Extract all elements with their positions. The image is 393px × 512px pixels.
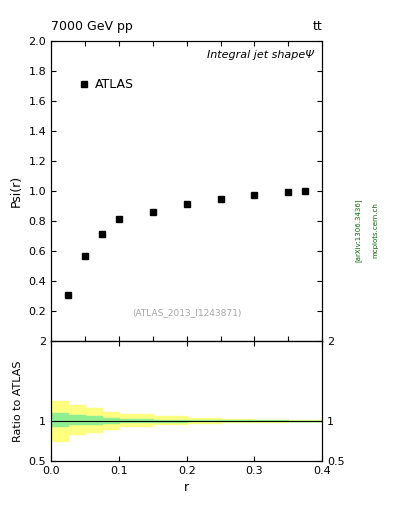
Text: (ATLAS_2013_I1243871): (ATLAS_2013_I1243871) — [132, 308, 241, 317]
Text: Integral jet shapeΨ: Integral jet shapeΨ — [207, 50, 314, 60]
Y-axis label: Ratio to ATLAS: Ratio to ATLAS — [13, 360, 23, 441]
Text: ATLAS: ATLAS — [94, 78, 134, 91]
Text: tt: tt — [312, 20, 322, 33]
Text: [arXiv:1306.3436]: [arXiv:1306.3436] — [354, 199, 361, 262]
Y-axis label: Psi(r): Psi(r) — [10, 175, 23, 207]
Text: 7000 GeV pp: 7000 GeV pp — [51, 20, 133, 33]
Text: mcplots.cern.ch: mcplots.cern.ch — [372, 202, 378, 259]
X-axis label: r: r — [184, 481, 189, 494]
